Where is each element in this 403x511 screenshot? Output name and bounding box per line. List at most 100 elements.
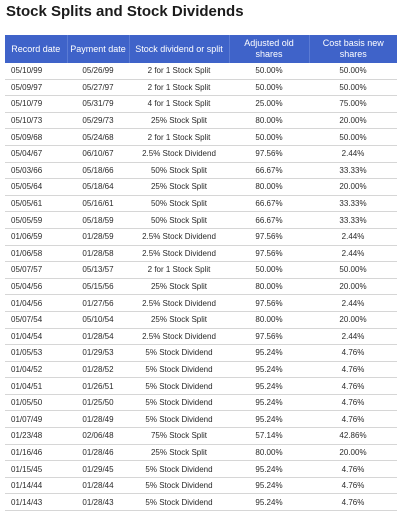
cost-basis-new-shares-cell: 4.76% (309, 410, 397, 429)
dividend-or-split-cell: 50% Stock Split (129, 162, 229, 180)
dividend-or-split-cell: 25% Stock Split (129, 311, 229, 329)
record-date-cell: 05/10/79 (5, 95, 67, 113)
cost-basis-new-shares-cell: 20.00% (309, 278, 397, 296)
record-date-cell: 05/07/57 (5, 261, 67, 279)
cost-basis-new-shares-cell: 50.00% (309, 63, 397, 80)
dividend-or-split-cell: 25% Stock Split (129, 278, 229, 296)
payment-date-cell: 05/31/79 (67, 95, 129, 113)
cost-basis-new-shares-cell: 4.76% (309, 377, 397, 395)
page-title: Stock Splits and Stock Dividends (6, 3, 244, 20)
cost-basis-new-shares-cell: 20.00% (309, 112, 397, 130)
table-row: 01/06/59 01/28/59 2.5% Stock Dividend 97.56… (5, 228, 397, 246)
adjusted-old-shares-cell: 80.00% (229, 178, 309, 196)
cost-basis-new-shares-cell: 4.76% (309, 344, 397, 362)
adjusted-old-shares-cell: 80.00% (229, 444, 309, 462)
payment-date-cell: 05/18/66 (67, 162, 129, 180)
table-row: 05/05/59 05/18/59 50% Stock Split 66.67% 33.… (5, 211, 397, 229)
adjusted-old-shares-cell: 95.24% (229, 377, 309, 395)
adjusted-old-shares-cell: 95.24% (229, 394, 309, 412)
cost-basis-new-shares-cell: 4.76% (309, 493, 397, 511)
dividend-or-split-cell: 2.5% Stock Dividend (129, 228, 229, 246)
adjusted-old-shares-cell: 95.24% (229, 493, 309, 511)
table-row: 05/07/54 05/10/54 25% Stock Split 80.00% 20.… (5, 311, 397, 329)
dividend-or-split-cell: 50% Stock Split (129, 195, 229, 213)
record-date-cell: 01/16/46 (5, 444, 67, 462)
table-row: 01/04/54 01/28/54 2.5% Stock Dividend 97.56… (5, 328, 397, 346)
record-date-cell: 05/10/73 (5, 112, 67, 130)
table-row: 01/14/44 01/28/44 5% Stock Dividend 95.24% 4… (5, 477, 397, 495)
adjusted-old-shares-cell: 66.67% (229, 211, 309, 229)
dividend-or-split-cell: 5% Stock Dividend (129, 410, 229, 429)
adjusted-old-shares-cell: 95.24% (229, 410, 309, 429)
record-date-cell: 01/05/50 (5, 394, 67, 412)
cost-basis-new-shares-cell: 75.00% (309, 95, 397, 113)
payment-date-cell: 01/28/46 (67, 444, 129, 462)
record-date-cell: 01/04/52 (5, 361, 67, 379)
table-row: 05/07/57 05/13/57 2 for 1 Stock Split 50.00… (5, 261, 397, 279)
payment-date-cell: 05/29/73 (67, 112, 129, 130)
dividend-or-split-cell: 4 for 1 Stock Split (129, 95, 229, 113)
payment-date-cell: 05/18/64 (67, 178, 129, 196)
header-record-date: Record date (5, 35, 68, 63)
dividend-or-split-cell: 2.5% Stock Dividend (129, 245, 229, 263)
table-body: 05/10/99 05/26/99 2 for 1 Stock Split 50.00… (5, 63, 397, 511)
record-date-cell: 05/09/97 (5, 79, 67, 97)
dividend-or-split-cell: 5% Stock Dividend (129, 377, 229, 395)
record-date-cell: 05/05/61 (5, 195, 67, 213)
record-date-cell: 05/09/68 (5, 128, 67, 146)
cost-basis-new-shares-cell: 50.00% (309, 79, 397, 97)
payment-date-cell: 05/13/57 (67, 261, 129, 279)
payment-date-cell: 01/29/45 (67, 460, 129, 478)
header-cost-basis-new-shares: Cost basis new shares (309, 35, 397, 63)
dividend-or-split-cell: 5% Stock Dividend (129, 493, 229, 511)
adjusted-old-shares-cell: 95.24% (229, 361, 309, 379)
adjusted-old-shares-cell: 95.24% (229, 477, 309, 495)
splits-table: Record date Payment date Stock dividend … (5, 35, 397, 511)
adjusted-old-shares-cell: 97.56% (229, 294, 309, 312)
dividend-or-split-cell: 25% Stock Split (129, 444, 229, 462)
payment-date-cell: 01/28/54 (67, 328, 129, 346)
adjusted-old-shares-cell: 95.24% (229, 460, 309, 478)
cost-basis-new-shares-cell: 20.00% (309, 444, 397, 462)
splits-table-container: Record date Payment date Stock dividend … (5, 35, 397, 511)
record-date-cell: 05/05/64 (5, 178, 67, 196)
dividend-or-split-cell: 5% Stock Dividend (129, 460, 229, 478)
record-date-cell: 05/07/54 (5, 311, 67, 329)
dividend-or-split-cell: 2 for 1 Stock Split (129, 261, 229, 279)
adjusted-old-shares-cell: 50.00% (229, 63, 309, 80)
table-row: 01/05/53 01/29/53 5% Stock Dividend 95.24% 4… (5, 344, 397, 362)
record-date-cell: 01/06/58 (5, 245, 67, 263)
table-row: 01/07/49 01/28/49 5% Stock Dividend 95.24% 4… (5, 410, 397, 429)
record-date-cell: 05/04/56 (5, 278, 67, 296)
dividend-or-split-cell: 2 for 1 Stock Split (129, 128, 229, 146)
cost-basis-new-shares-cell: 2.44% (309, 145, 397, 163)
dividend-or-split-cell: 5% Stock Dividend (129, 394, 229, 412)
adjusted-old-shares-cell: 50.00% (229, 79, 309, 97)
cost-basis-new-shares-cell: 50.00% (309, 128, 397, 146)
record-date-cell: 05/04/67 (5, 145, 67, 163)
dividend-or-split-cell: 2.5% Stock Dividend (129, 145, 229, 163)
record-date-cell: 01/04/51 (5, 377, 67, 395)
payment-date-cell: 05/16/61 (67, 195, 129, 213)
adjusted-old-shares-cell: 50.00% (229, 261, 309, 279)
table-row: 01/14/43 01/28/43 5% Stock Dividend 95.24% 4… (5, 493, 397, 511)
record-date-cell: 01/06/59 (5, 228, 67, 246)
record-date-cell: 05/10/99 (5, 63, 67, 80)
adjusted-old-shares-cell: 80.00% (229, 311, 309, 329)
payment-date-cell: 05/24/68 (67, 128, 129, 146)
adjusted-old-shares-cell: 97.56% (229, 228, 309, 246)
payment-date-cell: 05/18/59 (67, 211, 129, 229)
payment-date-cell: 05/15/56 (67, 278, 129, 296)
record-date-cell: 01/23/48 (5, 427, 67, 445)
record-date-cell: 01/05/53 (5, 344, 67, 362)
adjusted-old-shares-cell: 80.00% (229, 278, 309, 296)
record-date-cell: 01/15/45 (5, 460, 67, 478)
table-row: 01/16/46 01/28/46 25% Stock Split 80.00% 20.… (5, 444, 397, 462)
adjusted-old-shares-cell: 50.00% (229, 128, 309, 146)
table-row: 01/04/51 01/26/51 5% Stock Dividend 95.24% 4… (5, 377, 397, 395)
dividend-or-split-cell: 5% Stock Dividend (129, 361, 229, 379)
dividend-or-split-cell: 2.5% Stock Dividend (129, 328, 229, 346)
cost-basis-new-shares-cell: 33.33% (309, 195, 397, 213)
cost-basis-new-shares-cell: 2.44% (309, 245, 397, 263)
adjusted-old-shares-cell: 66.67% (229, 162, 309, 180)
